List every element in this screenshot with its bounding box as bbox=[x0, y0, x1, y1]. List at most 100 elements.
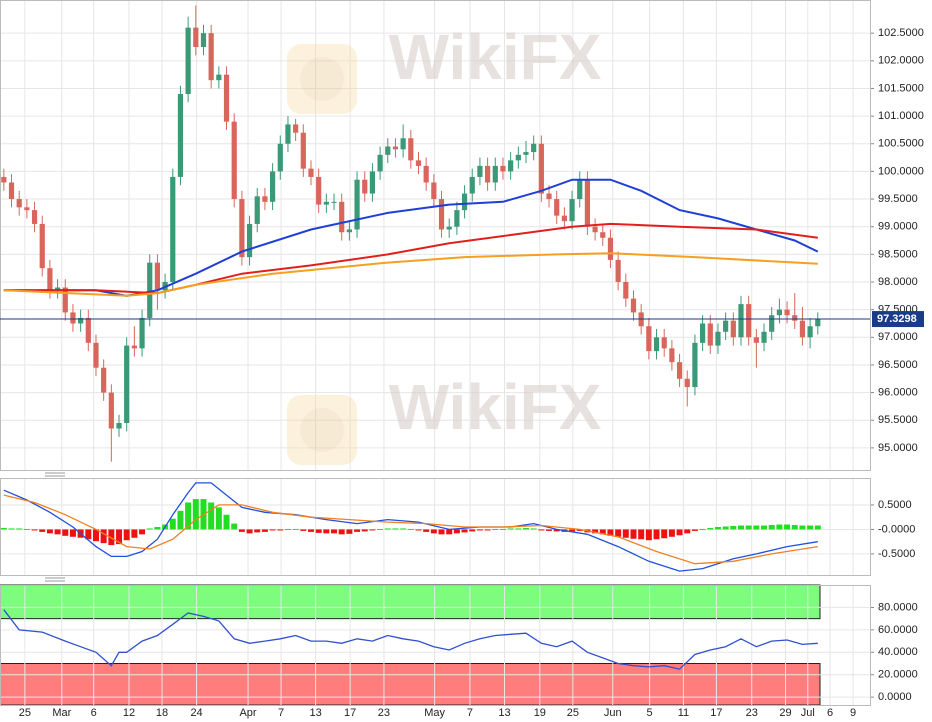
candle-body bbox=[769, 315, 775, 332]
watermark-logo bbox=[287, 44, 357, 465]
candle-body bbox=[24, 207, 30, 211]
histogram-bar bbox=[776, 524, 783, 530]
y-tick-label: 101.0000 bbox=[878, 110, 924, 122]
candle-body bbox=[269, 171, 276, 202]
candle-body bbox=[477, 165, 483, 177]
candle-body bbox=[346, 229, 352, 233]
candle-body bbox=[653, 337, 660, 352]
histogram-bar bbox=[116, 529, 123, 545]
candle-body bbox=[669, 348, 675, 363]
candle-body bbox=[116, 423, 122, 429]
candle-body bbox=[1, 176, 7, 183]
candle-body bbox=[792, 315, 798, 321]
candle-body bbox=[630, 298, 637, 313]
panel-frame bbox=[0, 478, 871, 576]
y-tick-label: 100.0000 bbox=[878, 165, 924, 177]
candle-body bbox=[461, 193, 468, 211]
histogram-bar bbox=[54, 529, 61, 535]
x-tick-label: 18 bbox=[156, 707, 168, 719]
candle-body bbox=[85, 317, 91, 343]
candle-body bbox=[554, 199, 560, 216]
candle-body bbox=[446, 226, 452, 230]
histogram-bar bbox=[315, 529, 322, 533]
histogram-bar bbox=[185, 502, 192, 530]
indicator-line bbox=[3, 482, 818, 572]
candle-body bbox=[154, 262, 161, 291]
zone-band bbox=[0, 663, 821, 706]
histogram-bar bbox=[323, 529, 330, 534]
x-tick-label: 24 bbox=[190, 707, 202, 719]
histogram-bar bbox=[546, 529, 553, 531]
candle-body bbox=[239, 199, 245, 258]
histogram-bar bbox=[31, 529, 38, 531]
x-tick-label: 5 bbox=[647, 707, 653, 719]
x-tick-label: 13 bbox=[309, 707, 321, 719]
y-tick-label: 100.5000 bbox=[878, 138, 924, 150]
histogram-bar bbox=[346, 529, 353, 534]
histogram-bar bbox=[607, 529, 614, 536]
panel-frame bbox=[0, 585, 871, 706]
histogram-bar bbox=[761, 525, 768, 530]
histogram-bar bbox=[484, 529, 491, 531]
candle-body bbox=[170, 176, 176, 282]
candle-body bbox=[646, 326, 652, 352]
histogram-bar bbox=[599, 529, 606, 535]
x-tick-label: 29 bbox=[779, 707, 791, 719]
histogram-bar bbox=[714, 526, 721, 530]
candle-body bbox=[661, 337, 667, 349]
histogram-bar bbox=[131, 529, 138, 538]
candle-body bbox=[807, 326, 813, 338]
candle-body bbox=[776, 309, 782, 316]
candle-body bbox=[415, 160, 422, 166]
indicator-line bbox=[3, 252, 818, 297]
histogram-bar bbox=[123, 529, 130, 541]
candlestick-panel: 95.000095.500096.000096.500097.000097.50… bbox=[0, 0, 924, 471]
histogram-bar bbox=[62, 529, 69, 536]
histogram-bar bbox=[85, 529, 92, 540]
watermark: WikiFX bbox=[389, 21, 602, 93]
candle-body bbox=[753, 337, 759, 343]
candle-body bbox=[293, 124, 299, 133]
histogram-bar bbox=[39, 529, 46, 532]
candle-body bbox=[692, 342, 698, 388]
histogram-bar bbox=[23, 528, 30, 530]
y-tick-label: 60.0000 bbox=[878, 624, 918, 636]
histogram-bar bbox=[461, 529, 468, 533]
histogram-bar bbox=[507, 528, 514, 530]
candle-body bbox=[285, 124, 291, 144]
histogram-bar bbox=[92, 529, 99, 542]
histogram-bar bbox=[154, 526, 161, 530]
candle-body bbox=[592, 226, 598, 233]
histogram-bar bbox=[691, 529, 698, 531]
candle-body bbox=[607, 237, 614, 260]
candle-body bbox=[101, 367, 107, 393]
histogram-bar bbox=[46, 529, 53, 534]
x-tick-label: 6 bbox=[91, 707, 97, 719]
histogram-bar bbox=[653, 529, 660, 540]
y-tick-label: 99.0000 bbox=[878, 221, 918, 233]
histogram-bar bbox=[592, 529, 599, 534]
candle-body bbox=[246, 223, 253, 258]
histogram-bar bbox=[699, 528, 706, 530]
histogram-bar bbox=[438, 529, 445, 535]
panel-grip bbox=[45, 472, 65, 582]
candle-body bbox=[600, 232, 606, 238]
x-tick-label: 9 bbox=[850, 707, 856, 719]
histogram-bar bbox=[622, 529, 629, 538]
candle-body bbox=[262, 196, 268, 202]
x-tick-label: 7 bbox=[278, 707, 284, 719]
histogram-bar bbox=[530, 528, 537, 530]
candle-body bbox=[216, 74, 222, 81]
candle-body bbox=[454, 210, 460, 227]
indicator-line bbox=[3, 494, 818, 565]
histogram-bar bbox=[753, 525, 760, 530]
y-tick-label: 40.0000 bbox=[878, 646, 918, 658]
histogram-bar bbox=[238, 529, 245, 532]
candle-body bbox=[208, 33, 214, 81]
histogram-bar bbox=[722, 526, 729, 530]
histogram-bar bbox=[331, 529, 338, 534]
candle-body bbox=[438, 199, 445, 230]
rsi-panel: 0.0000 20.0000 40.0000 60.0000 80.0000 25 Mar 6… bbox=[0, 584, 918, 719]
histogram-bar bbox=[292, 528, 299, 530]
candle-body bbox=[684, 378, 690, 388]
